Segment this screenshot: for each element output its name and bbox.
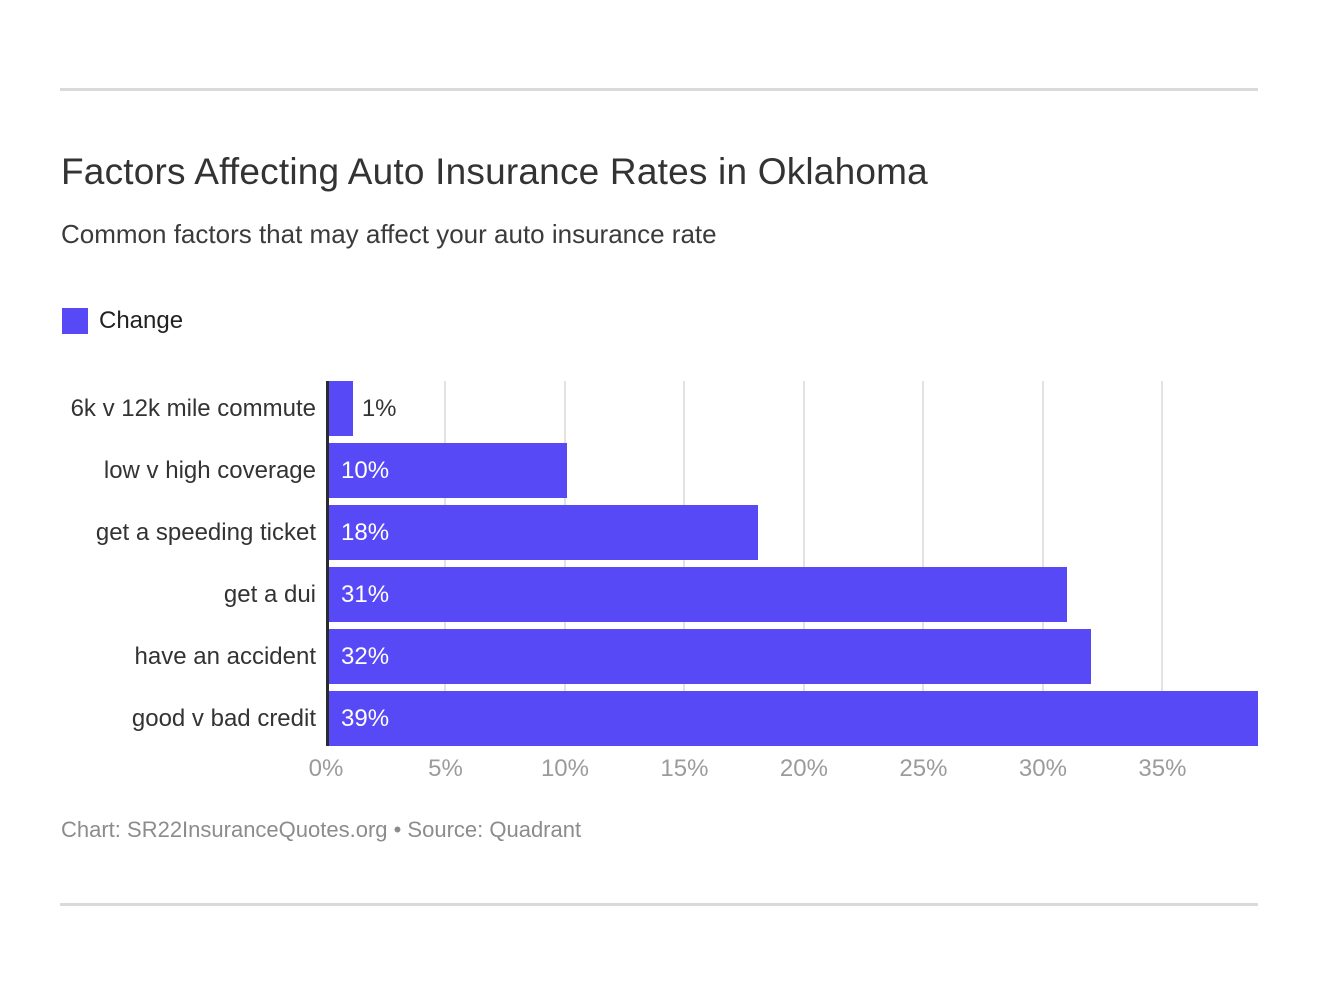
plot-area: 1% 10% 18% 31% 32% 39% xyxy=(326,381,1258,746)
x-tick-label: 25% xyxy=(899,755,948,782)
category-label: get a dui xyxy=(223,580,316,608)
bar-track: 1% xyxy=(326,381,1258,436)
x-tick-label: 20% xyxy=(779,755,828,782)
bar-track: 18% xyxy=(326,505,1258,560)
x-tick-label: 0% xyxy=(308,755,344,782)
gridline xyxy=(1041,381,1044,746)
bar-track: 31% xyxy=(326,567,1258,622)
bar[interactable] xyxy=(329,381,353,436)
gridline xyxy=(1161,381,1164,746)
chart-subtitle: Common factors that may affect your auto… xyxy=(61,219,717,249)
value-label: 32% xyxy=(341,642,390,670)
source-credit: Chart: SR22InsuranceQuotes.org • Source:… xyxy=(61,817,582,842)
x-tick-label: 30% xyxy=(1018,755,1067,782)
value-label: 39% xyxy=(341,704,390,732)
bar[interactable]: 31% xyxy=(329,567,1068,622)
category-labels: 6k v 12k mile commute low v high coverage… xyxy=(60,381,326,746)
bottom-divider xyxy=(60,903,1258,906)
bar-track: 39% xyxy=(326,691,1258,746)
bar[interactable]: 39% xyxy=(329,691,1258,746)
legend: Change xyxy=(62,307,183,335)
value-label: 10% xyxy=(341,456,390,484)
x-tick-label: 35% xyxy=(1138,755,1187,782)
bar[interactable]: 32% xyxy=(329,629,1092,684)
gridline xyxy=(922,381,925,746)
category-label: have an accident xyxy=(134,642,316,670)
chart-title: Factors Affecting Auto Insurance Rates i… xyxy=(61,151,928,192)
x-tick-label: 5% xyxy=(428,755,463,782)
gridline xyxy=(802,381,805,746)
category-label: 6k v 12k mile commute xyxy=(70,394,316,422)
x-tick-label: 10% xyxy=(540,755,589,782)
legend-label: Change xyxy=(99,307,184,334)
bar-track: 10% xyxy=(326,443,1258,498)
x-axis: 0% 5% 10% 15% 20% 25% 30% 35% xyxy=(309,755,1258,785)
bar[interactable]: 10% xyxy=(329,443,568,498)
gridline xyxy=(683,381,686,746)
gridline xyxy=(563,381,566,746)
value-label: 1% xyxy=(361,394,397,422)
y-axis-line xyxy=(326,381,329,746)
value-label: 18% xyxy=(341,518,390,546)
value-label: 31% xyxy=(341,580,390,608)
x-tick-label: 15% xyxy=(660,755,709,782)
category-label: get a speeding ticket xyxy=(95,518,316,546)
bar[interactable]: 18% xyxy=(329,505,758,560)
bar-chart: 6k v 12k mile commute low v high coverage… xyxy=(60,381,1258,746)
bar-track: 32% xyxy=(326,629,1258,684)
category-label: good v bad credit xyxy=(131,704,316,732)
gridline xyxy=(444,381,447,746)
top-divider xyxy=(60,88,1258,91)
category-label: low v high coverage xyxy=(103,456,316,484)
legend-swatch xyxy=(62,308,88,334)
